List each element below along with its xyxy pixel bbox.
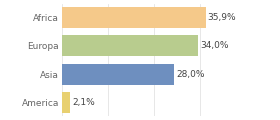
Text: 35,9%: 35,9% [207,13,236,22]
Bar [62,35,198,57]
Bar [62,7,206,28]
Text: 2,1%: 2,1% [72,98,95,107]
Text: 34,0%: 34,0% [200,41,228,50]
Bar [62,63,174,85]
Text: 28,0%: 28,0% [176,70,204,79]
Bar [62,92,70,113]
